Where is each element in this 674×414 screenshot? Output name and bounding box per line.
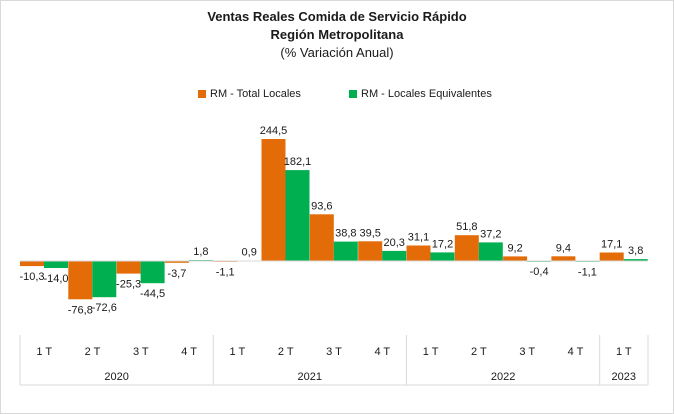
- year-label-2021: 2021: [298, 371, 322, 383]
- data-label-total-3: -3,7: [167, 268, 186, 280]
- data-label-total-2: -25,3: [116, 279, 141, 291]
- quarter-label-0: 1 T: [36, 346, 52, 358]
- chart-subtitle: Región Metropolitana: [270, 27, 404, 42]
- data-label-equivalentes-7: 20,3: [383, 237, 404, 249]
- quarter-label-11: 4 T: [568, 346, 584, 358]
- data-label-total-8: 31,1: [408, 232, 429, 244]
- quarter-label-2: 3 T: [133, 346, 149, 358]
- data-label-equivalentes-1: -72,6: [92, 302, 117, 314]
- bar-equivalentes-7: [382, 250, 407, 261]
- quarter-label-8: 1 T: [423, 346, 439, 358]
- legend-label-total: RM - Total Locales: [210, 88, 301, 100]
- bar-equivalentes-8: [430, 252, 455, 261]
- bar-equivalentes-0: [44, 261, 68, 268]
- data-label-equivalentes-6: 38,8: [335, 228, 356, 240]
- bar-total-6: [309, 214, 334, 261]
- legend-swatch-total: [198, 90, 206, 98]
- legend-item-equivalentes: RM - Locales Equivalentes: [349, 88, 492, 100]
- quarter-label-3: 4 T: [181, 346, 197, 358]
- year-label-2022: 2022: [491, 371, 515, 383]
- data-label-equivalentes-12: 3,8: [628, 245, 643, 257]
- data-label-total-9: 51,8: [456, 221, 477, 233]
- data-label-equivalentes-3: 1,8: [193, 246, 208, 258]
- legend-label-equivalentes: RM - Locales Equivalentes: [361, 88, 492, 100]
- chart-title: Ventas Reales Comida de Servicio Rápido: [207, 9, 467, 24]
- data-labels-group: -10,3 -76,8 -25,3 -3,7 -1,1 244,5 93,6 39,5 31,1…: [19, 125, 643, 316]
- data-label-total-4: -1,1: [216, 267, 235, 279]
- quarter-label-6: 3 T: [326, 346, 342, 358]
- data-label-equivalentes-2: -44,5: [140, 288, 165, 300]
- bar-equivalentes-12: [623, 259, 648, 261]
- bar-equivalentes-6: [333, 241, 358, 261]
- data-label-total-6: 93,6: [311, 200, 332, 212]
- legend-swatch-equivalentes: [349, 90, 357, 98]
- bar-equivalentes-1: [92, 261, 117, 298]
- data-label-total-1: -76,8: [68, 304, 93, 316]
- data-label-equivalentes-4: 0,9: [242, 247, 257, 259]
- data-label-total-5: 244,5: [260, 125, 288, 137]
- data-label-total-0: -10,3: [19, 271, 44, 283]
- data-label-total-7: 39,5: [359, 227, 380, 239]
- bar-equivalentes-5: [285, 170, 310, 261]
- legend-item-total: RM - Total Locales: [198, 88, 301, 100]
- chart-subtitle-unit: (% Variación Anual): [280, 45, 394, 60]
- quarter-label-7: 4 T: [374, 346, 390, 358]
- data-label-equivalentes-5: 182,1: [284, 156, 312, 168]
- bar-total-8: [406, 245, 431, 261]
- bar-total-10: [503, 256, 528, 261]
- data-label-total-12: 17,1: [601, 239, 622, 251]
- bar-total-2: [116, 261, 141, 274]
- bar-total-12: [599, 252, 624, 261]
- quarter-label-4: 1 T: [230, 346, 246, 358]
- bar-total-11: [551, 256, 576, 261]
- data-label-equivalentes-0: -14,0: [43, 273, 68, 285]
- bar-equivalentes-2: [140, 261, 165, 284]
- year-label-2020: 2020: [104, 371, 128, 383]
- category-axis: 1 T 2 T 3 T 4 T 1 T 2 T 3 T 4 T 1 T 2 T 3 T 4 T 1 T 2…: [19, 260, 649, 386]
- year-label-2023: 2023: [612, 371, 636, 383]
- data-label-total-11: 9,4: [556, 242, 571, 254]
- data-label-equivalentes-8: 17,2: [432, 238, 453, 250]
- bar-total-5: [261, 139, 286, 261]
- legend: RM - Total Locales RM - Locales Equivale…: [0, 88, 674, 104]
- bar-total-7: [358, 241, 383, 261]
- quarter-label-1: 2 T: [85, 346, 101, 358]
- quarter-label-9: 2 T: [471, 346, 487, 358]
- data-label-equivalentes-9: 37,2: [480, 228, 501, 240]
- bar-total-9: [454, 235, 479, 261]
- quarter-label-12: 1 T: [616, 346, 632, 358]
- bar-equivalentes-9: [478, 242, 503, 261]
- quarter-label-5: 2 T: [278, 346, 294, 358]
- quarter-label-10: 3 T: [519, 346, 535, 358]
- data-label-equivalentes-11: -1,1: [578, 267, 597, 279]
- data-label-equivalentes-10: -0,4: [530, 266, 549, 278]
- data-label-total-10: 9,2: [507, 242, 522, 254]
- bars-group: [20, 139, 648, 300]
- bar-total-1: [68, 261, 93, 300]
- bar-total-0: [20, 261, 44, 267]
- bar-total-3: [164, 261, 189, 263]
